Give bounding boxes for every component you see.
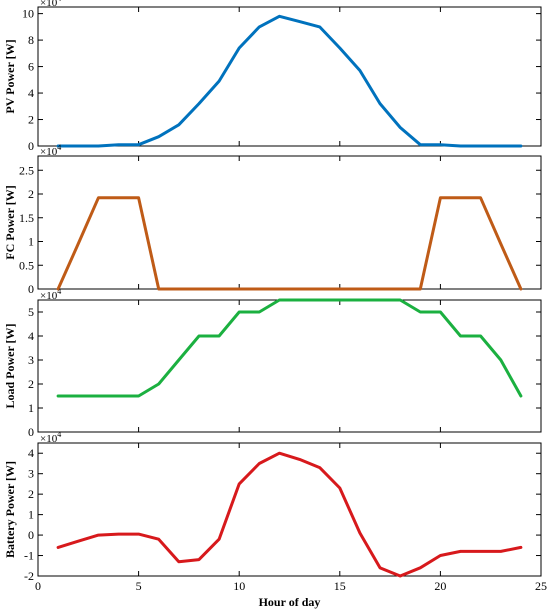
- scale-factor: ×104: [40, 143, 61, 158]
- y-tick-label: 2: [28, 187, 34, 201]
- y-tick-label: 2: [28, 377, 34, 391]
- series-line-fc: [56, 196, 523, 291]
- y-tick-label: 4: [28, 329, 34, 343]
- y-axis-label: FC Power [W]: [3, 185, 17, 259]
- scale-factor: ×104: [40, 287, 61, 302]
- y-tick-label: 10: [22, 7, 34, 21]
- panel-frame: [37, 299, 542, 433]
- panel-pv: 0 2 4 6 8 10 ×104 PV Power [W]: [3, 0, 542, 153]
- y-axis-label: Load Power [W]: [3, 323, 17, 408]
- y-tick-label: 0: [28, 528, 34, 542]
- y-axis-label: PV Power [W]: [3, 39, 17, 113]
- y-tick-label: 3: [28, 467, 34, 481]
- y-tick-label: 1: [28, 508, 34, 522]
- series-line-pv: [56, 14, 523, 148]
- y-axis-label: Battery Power [W]: [3, 461, 17, 558]
- y-tick-label: 4: [28, 446, 34, 460]
- y-tick-label: 3: [28, 353, 34, 367]
- y-tick-label: 0: [28, 282, 34, 296]
- panel-frame: [37, 442, 542, 577]
- panel-frame: [37, 155, 542, 290]
- panel-fc: 0 0.5 1 1.5 2 2.5 ×104 FC Power [W]: [3, 143, 542, 296]
- x-tick-label: 10: [233, 579, 245, 593]
- y-tick-label: 2.5: [19, 163, 34, 177]
- y-tick-label: 0.5: [19, 258, 34, 272]
- y-tick-label: 6: [28, 60, 34, 74]
- y-tick-label: 4: [28, 86, 34, 100]
- panel-battery: -2 -1 0 1 2 3 4 0 5 10 15 20 25 ×104 Battery Power [W]: [3, 430, 547, 593]
- y-tick-label: 1.5: [19, 211, 34, 225]
- x-tick-label: 25: [535, 579, 547, 593]
- scale-factor: ×104: [40, 430, 61, 445]
- scale-factor: ×104: [40, 0, 61, 9]
- y-tick-label: 0: [28, 139, 34, 153]
- y-tick-label: 0: [28, 425, 34, 439]
- y-tick-label: 2: [28, 113, 34, 127]
- x-tick-label: 15: [334, 579, 346, 593]
- y-tick-label: -1: [24, 549, 34, 563]
- series-line-battery: [56, 451, 523, 578]
- panel-frame: [37, 6, 542, 147]
- x-tick-label: 5: [136, 579, 142, 593]
- y-tick-label: 5: [28, 305, 34, 319]
- x-tick-label: 20: [434, 579, 446, 593]
- y-tick-label: 1: [28, 401, 34, 415]
- panel-load: 0 1 2 3 4 5 ×104 Load Power [W]: [3, 287, 542, 439]
- y-tick-label: 1: [28, 235, 34, 249]
- y-tick-label: 2: [28, 487, 34, 501]
- x-tick-label: 0: [35, 579, 41, 593]
- y-tick-label: -2: [24, 569, 34, 583]
- series-line-load: [56, 298, 523, 398]
- x-axis-label: Hour of day: [259, 595, 321, 609]
- y-tick-label: 8: [28, 33, 34, 47]
